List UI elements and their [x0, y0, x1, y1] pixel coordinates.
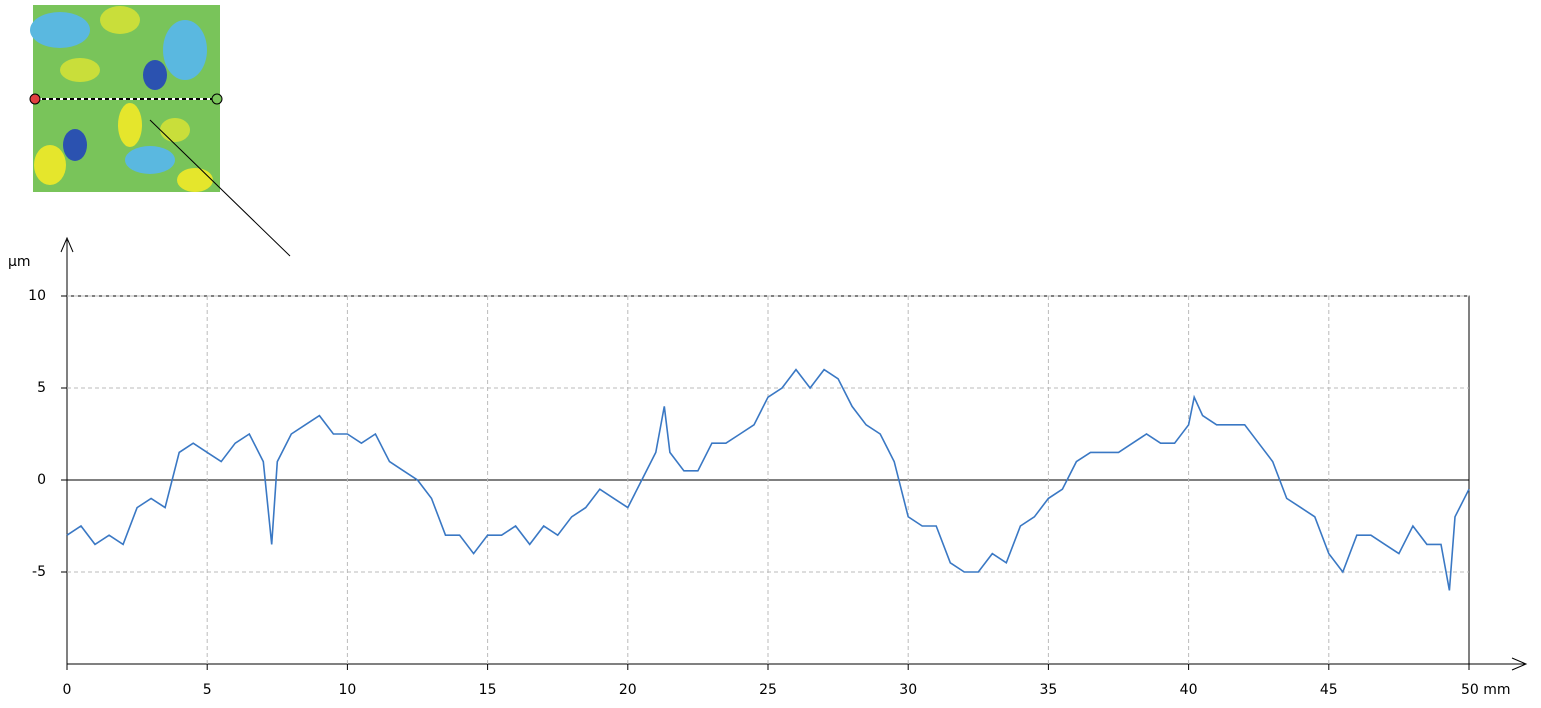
x-tick-label: 30 [899, 682, 917, 698]
surface-thumbnail [29, 5, 291, 257]
x-tick-label: 5 [203, 682, 212, 698]
y-tick-label: 5 [37, 380, 46, 396]
y-axis-unit: µm [8, 254, 31, 270]
x-tick-label: 35 [1039, 682, 1057, 698]
profile-line [66, 368, 1470, 591]
x-tick-label: 40 [1180, 682, 1198, 698]
x-arrow [1511, 657, 1528, 671]
x-tick-label: 15 [479, 682, 497, 698]
x-tick-label: 20 [619, 682, 637, 698]
y-tick-label: 0 [37, 472, 46, 488]
x-tick-label: 25 [759, 682, 777, 698]
x-tick-label: 0 [63, 682, 72, 698]
x-tick-label: 45 [1320, 682, 1338, 698]
y-tick-label: -5 [32, 564, 46, 580]
y-arrow [60, 236, 74, 253]
x-tick-label: 50 mm [1461, 682, 1511, 698]
y-tick-label: 10 [28, 288, 46, 304]
x-tick-label: 10 [338, 682, 356, 698]
